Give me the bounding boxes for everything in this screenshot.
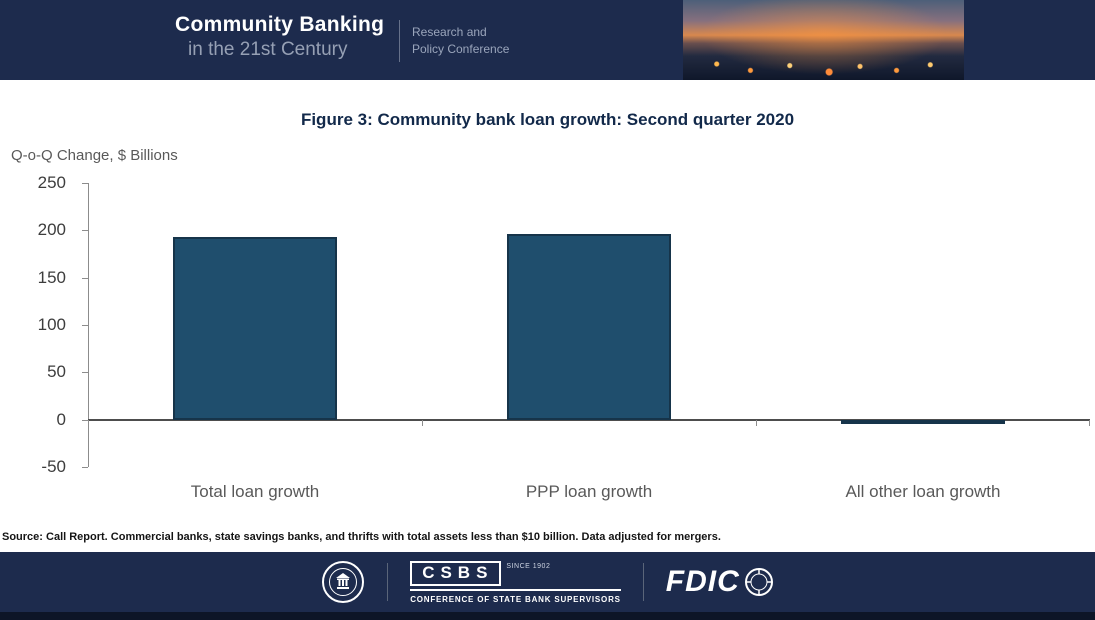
x-tick-mark (88, 419, 89, 426)
conference-line1: Research and (412, 25, 487, 39)
footer-bottom-strip (0, 612, 1095, 620)
x-category-label: PPP loan growth (525, 482, 653, 501)
x-axis-line (88, 418, 1090, 421)
y-axis-title: Q-o-Q Change, $ Billions (11, 147, 178, 164)
y-tick-label: 250 (37, 173, 66, 192)
csbs-full-name: CONFERENCE OF STATE BANK SUPERVISORS (410, 594, 621, 604)
chart-title: Figure 3: Community bank loan growth: Se… (300, 110, 795, 129)
y-tick-label: 200 (37, 220, 66, 240)
y-tick-mark (82, 372, 88, 374)
y-axis-line (88, 183, 89, 467)
conference-label: Research and Policy Conference (412, 24, 509, 58)
y-tick-label: 0 (56, 409, 66, 429)
csbs-logo: CSBS SINCE 1902 CONFERENCE OF STATE BANK… (410, 560, 621, 604)
x-tick-mark (756, 419, 757, 426)
y-tick-label: 100 (37, 315, 66, 334)
x-axis-labels: Total loan growth PPP loan growth All othe… (88, 482, 1090, 508)
header-divider (399, 20, 400, 62)
brand-subtitle: in the 21st Century (188, 39, 348, 60)
city-skyline-photo (683, 0, 964, 80)
y-tick-label: 150 (37, 267, 66, 287)
bar-total-loan-growth (173, 236, 337, 420)
plot-area (82, 183, 1090, 468)
y-tick-mark (82, 467, 88, 468)
y-tick-label: -50 (41, 457, 66, 476)
source-note: Source: Call Report. Commercial banks, s… (2, 531, 721, 543)
x-category-label: Total loan growth (190, 482, 320, 501)
y-tick-mark (82, 230, 88, 232)
csbs-logo-top: CSBS SINCE 1902 (410, 560, 621, 591)
fdic-logo: FDIC (666, 565, 774, 599)
y-tick-mark (82, 325, 88, 326)
header-banner: Community Banking in the 21st Century Re… (0, 0, 1095, 80)
footer-divider-left (387, 563, 389, 601)
y-tick-mark (82, 277, 88, 279)
brand-lockup: Community Banking in the 21st Century (175, 13, 384, 61)
csbs-wordmark: CSBS (410, 560, 502, 586)
x-tick-mark (1089, 419, 1090, 426)
y-axis-labels: 250 200 150 100 50 0 -50 (0, 173, 66, 476)
csbs-since-label: SINCE 1902 (506, 562, 551, 570)
conference-line2: Policy Conference (412, 42, 510, 56)
footer-banner: CSBS SINCE 1902 CONFERENCE OF STATE BANK… (0, 552, 1095, 612)
bar-ppp-loan-growth (507, 234, 671, 420)
footer-divider-right (642, 563, 644, 601)
fdic-wordmark: FDIC (665, 565, 740, 598)
y-tick-mark (82, 183, 88, 184)
y-tick-mark (82, 419, 88, 421)
fdic-seal-icon (744, 568, 773, 596)
brand-title: Community Banking (175, 13, 385, 36)
x-category-label: All other loan growth (845, 482, 1001, 501)
x-tick-mark (422, 419, 423, 426)
y-tick-label: 50 (47, 362, 66, 382)
bar-all-other-loan-growth (841, 419, 1005, 425)
federal-reserve-seal-icon (322, 561, 365, 603)
